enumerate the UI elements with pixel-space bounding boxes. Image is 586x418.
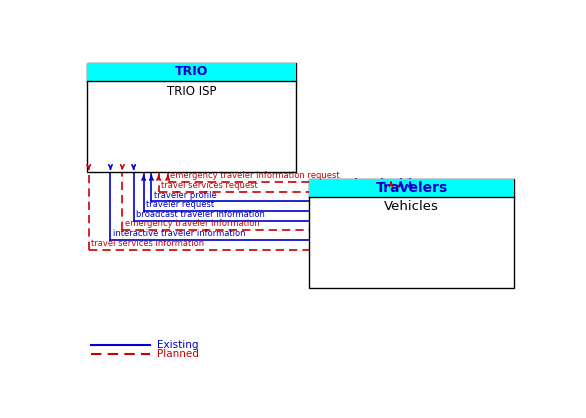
Text: TRIO: TRIO bbox=[175, 65, 208, 79]
Text: interactive traveler information: interactive traveler information bbox=[113, 229, 246, 238]
Text: Travelers: Travelers bbox=[376, 181, 448, 195]
Bar bbox=[87, 63, 296, 81]
Text: Existing: Existing bbox=[157, 340, 199, 350]
Text: Planned: Planned bbox=[157, 349, 199, 359]
Text: Vehicles: Vehicles bbox=[384, 201, 439, 214]
Bar bbox=[309, 179, 514, 196]
Text: emergency traveler information request: emergency traveler information request bbox=[170, 171, 340, 180]
Text: travel services request: travel services request bbox=[161, 181, 258, 190]
Text: traveler profile: traveler profile bbox=[154, 191, 216, 199]
Text: emergency traveler information: emergency traveler information bbox=[125, 219, 260, 229]
Bar bbox=[87, 63, 296, 173]
Bar bbox=[309, 179, 514, 288]
Text: TRIO ISP: TRIO ISP bbox=[166, 84, 216, 97]
Text: traveler request: traveler request bbox=[146, 200, 214, 209]
Text: broadcast traveler information: broadcast traveler information bbox=[136, 210, 265, 219]
Text: travel services information: travel services information bbox=[91, 240, 204, 248]
